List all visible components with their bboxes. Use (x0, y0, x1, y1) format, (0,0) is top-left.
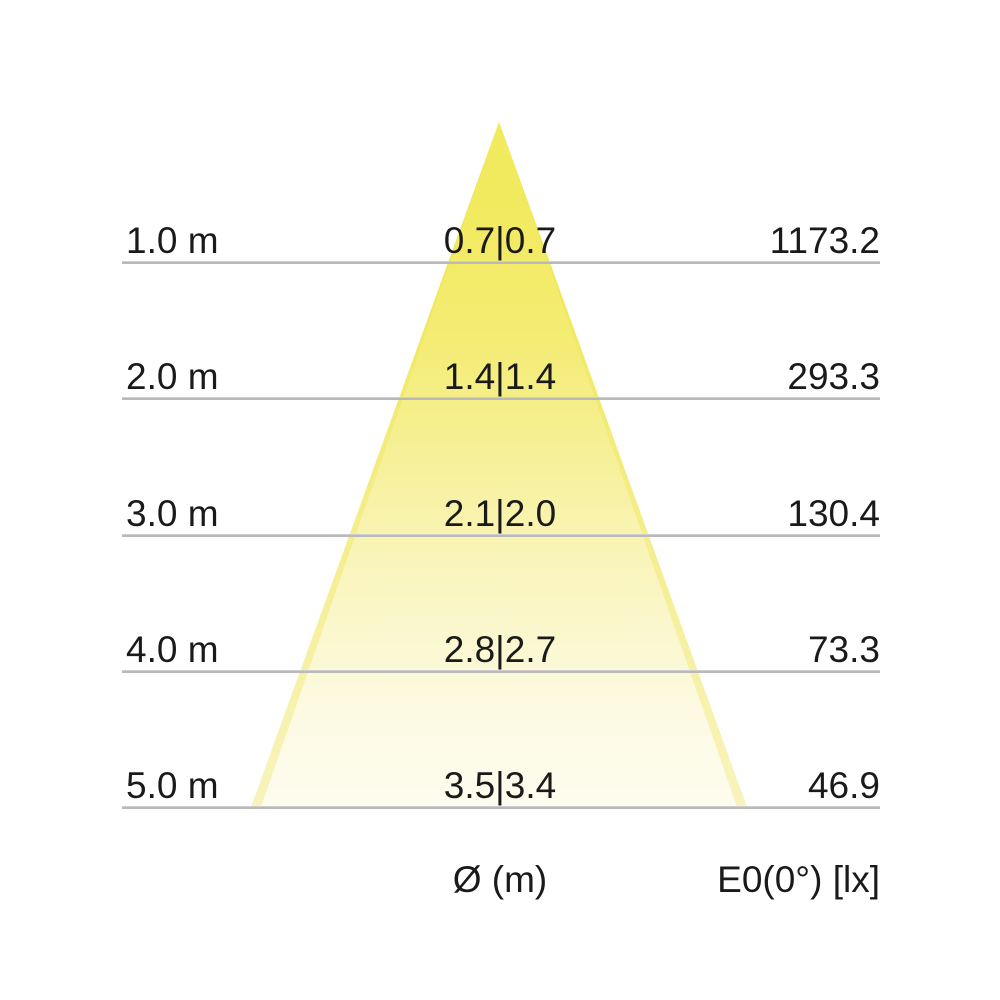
illuminance-label-4: 73.3 (807, 629, 880, 670)
diameter-label-1: 0.7|0.7 (443, 220, 557, 261)
distance-label-4: 4.0 m (126, 629, 219, 670)
illuminance-label-3: 130.4 (787, 493, 880, 534)
grid-line-5m (122, 806, 880, 809)
grid-line-2m (122, 397, 880, 400)
grid-line-1m (122, 261, 880, 264)
grid-line-3m (122, 534, 880, 537)
diameter-label-2: 1.4|1.4 (443, 356, 557, 397)
grid-line-4m (122, 670, 880, 673)
distance-label-3: 3.0 m (126, 493, 219, 534)
diameter-label-4: 2.8|2.7 (443, 629, 557, 670)
illuminance-label-1: 1173.2 (769, 220, 880, 261)
illuminance-label-5: 46.9 (807, 765, 880, 806)
distance-label-2: 2.0 m (126, 356, 219, 397)
illuminance-label-2: 293.3 (787, 356, 880, 397)
diameter-label-5: 3.5|3.4 (443, 765, 557, 806)
illuminance-axis-caption: E0(0°) [lx] (717, 859, 880, 900)
diameter-label-3: 2.1|2.0 (443, 493, 557, 534)
distance-label-1: 1.0 m (126, 220, 219, 261)
distance-label-5: 5.0 m (126, 765, 219, 806)
diameter-axis-caption: Ø (m) (452, 859, 548, 900)
